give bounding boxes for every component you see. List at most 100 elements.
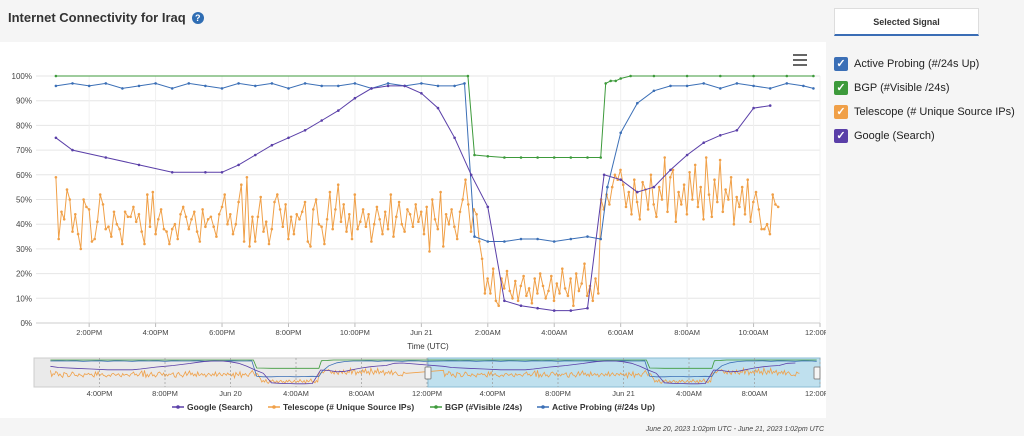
data-point	[337, 109, 340, 112]
data-point	[754, 190, 758, 194]
data-point	[320, 119, 324, 122]
help-icon[interactable]: ?	[191, 11, 204, 24]
data-point	[121, 242, 124, 246]
data-point	[129, 215, 132, 219]
data-point	[652, 203, 655, 206]
navigator-handle[interactable]	[813, 366, 821, 380]
data-point	[594, 277, 597, 280]
data-point	[752, 200, 755, 204]
data-point	[785, 74, 789, 78]
data-point	[550, 274, 553, 278]
data-point	[721, 210, 725, 214]
navigator-series-line	[50, 359, 817, 369]
data-point	[334, 208, 337, 211]
data-point	[220, 171, 224, 174]
data-point	[486, 155, 490, 158]
navigator-series-line	[50, 360, 796, 385]
data-point	[289, 215, 293, 219]
checkbox-icon[interactable]: ✓	[834, 129, 848, 143]
data-point	[776, 205, 780, 209]
data-point	[220, 205, 224, 209]
data-point	[295, 213, 299, 216]
y-tick-label: 50%	[16, 196, 32, 205]
x-tick-label: 2:00PM	[76, 328, 102, 337]
date-range: June 20, 2023 1:02pm UTC - June 21, 2023…	[645, 426, 824, 433]
data-point	[281, 225, 285, 228]
x-tick-label: 12:00PM	[805, 328, 826, 337]
data-point	[511, 297, 514, 300]
side-legend-label: BGP (#Visible /24s)	[854, 82, 950, 94]
data-point	[101, 203, 105, 206]
data-point	[505, 269, 509, 273]
data-point	[599, 237, 602, 241]
x-tick-label: 4:00PM	[143, 328, 169, 337]
data-point	[514, 279, 517, 283]
x-tick-label: 8:00PM	[276, 328, 302, 337]
data-point	[356, 227, 359, 231]
data-point	[248, 245, 251, 248]
data-point	[652, 185, 656, 189]
checkbox-icon[interactable]: ✓	[834, 57, 848, 71]
data-point	[292, 232, 296, 236]
y-tick-label: 40%	[16, 220, 32, 229]
navigator-tick-label: 8:00PM	[152, 389, 178, 398]
data-point	[312, 208, 315, 211]
data-point	[126, 215, 130, 219]
data-point	[765, 222, 769, 226]
data-point	[469, 230, 473, 233]
data-point	[682, 183, 686, 186]
data-point	[217, 213, 221, 216]
data-point	[586, 156, 589, 159]
side-legend: ✓ Active Probing (#/24s Up) ✓ BGP (#Visi…	[834, 52, 1015, 148]
data-point	[669, 168, 672, 172]
data-point	[774, 203, 777, 206]
data-point	[420, 82, 423, 85]
data-point	[170, 87, 174, 90]
selected-signal-tab[interactable]: Selected Signal	[834, 8, 979, 36]
data-point	[278, 208, 282, 211]
data-point	[646, 208, 650, 211]
checkbox-icon[interactable]: ✓	[834, 81, 848, 95]
data-point	[655, 215, 658, 219]
data-point	[475, 213, 478, 216]
data-point	[614, 79, 617, 83]
data-point	[483, 292, 487, 295]
chart-menu-icon[interactable]	[793, 54, 807, 66]
data-point	[386, 227, 390, 231]
data-point	[453, 84, 456, 88]
data-point	[688, 171, 691, 174]
data-point	[503, 240, 506, 243]
side-legend-item-google[interactable]: ✓ Google (Search)	[834, 124, 1015, 148]
data-point	[572, 304, 575, 308]
side-legend-item-active-probing[interactable]: ✓ Active Probing (#/24s Up)	[834, 52, 1015, 76]
side-legend-item-telescope[interactable]: ✓ Telescope (# Unique Source IPs)	[834, 100, 1015, 124]
data-point	[635, 200, 639, 204]
data-point	[491, 267, 495, 271]
data-point	[350, 237, 354, 241]
legend-label: Telescope (# Unique Source IPs)	[283, 402, 414, 412]
legend-marker	[434, 405, 438, 409]
navigator-tick-label: 4:00PM	[480, 389, 506, 398]
data-point	[649, 173, 653, 177]
side-legend-item-bgp[interactable]: ✓ BGP (#Visible /24s)	[834, 76, 1015, 100]
data-point	[245, 176, 249, 179]
data-point	[552, 299, 556, 303]
data-point	[85, 205, 88, 209]
data-point	[685, 153, 689, 157]
data-point	[151, 190, 155, 194]
data-point	[110, 235, 113, 238]
data-point	[287, 237, 290, 241]
data-point	[666, 210, 669, 214]
navigator-handle[interactable]	[424, 366, 432, 380]
data-point	[361, 208, 365, 211]
data-point	[685, 84, 689, 88]
data-point	[442, 245, 445, 248]
data-point	[342, 203, 346, 206]
data-point	[87, 208, 91, 211]
data-point	[386, 82, 390, 85]
data-point	[264, 220, 268, 223]
checkbox-icon[interactable]: ✓	[834, 105, 848, 119]
data-point	[137, 213, 141, 216]
data-point	[757, 208, 761, 211]
data-point	[237, 163, 240, 167]
